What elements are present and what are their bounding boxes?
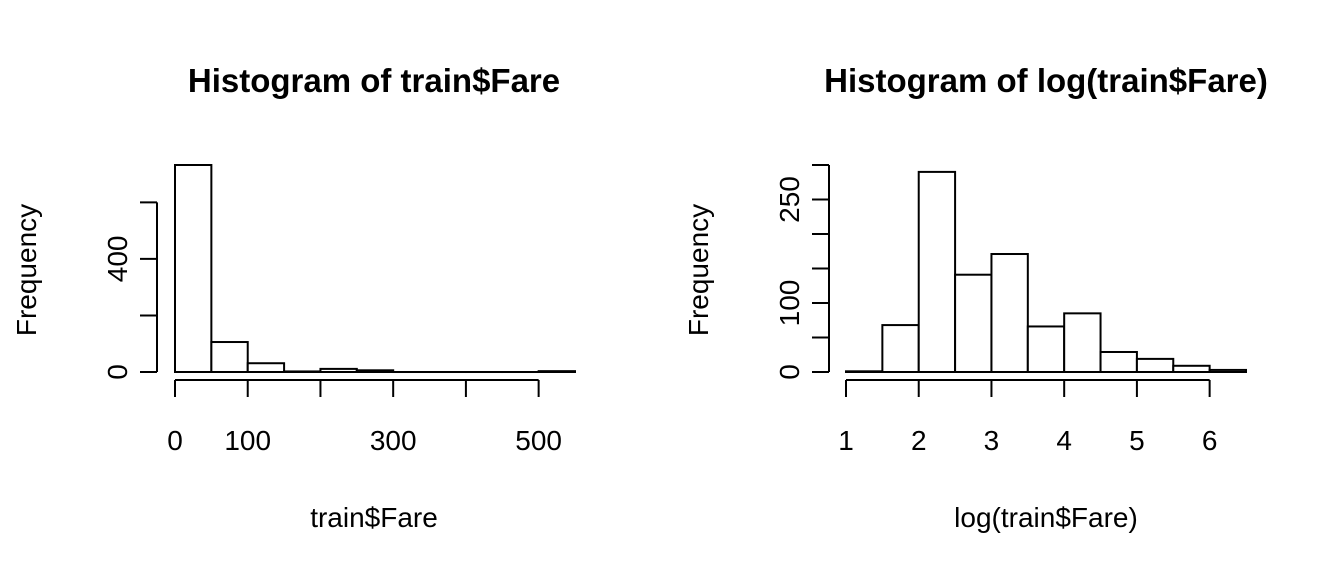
histogram-bar <box>319 367 358 373</box>
histogram-bar <box>355 369 395 374</box>
histogram-bar <box>210 341 249 374</box>
x-tick-label: 3 <box>984 425 1000 456</box>
x-tick-label: 500 <box>515 425 562 456</box>
histogram-bar <box>1135 357 1175 374</box>
histogram-bar <box>881 324 920 373</box>
x-axis-label: train$Fare <box>310 502 438 533</box>
x-tick-label: 100 <box>224 425 271 456</box>
histogram-bar <box>283 370 322 373</box>
x-axis: 0 100 300 500 <box>167 379 562 456</box>
histogram-bar <box>174 164 213 373</box>
histogram-bar <box>1099 350 1138 373</box>
x-tick-label: 2 <box>911 425 927 456</box>
bars <box>174 164 576 374</box>
histogram-bar <box>954 273 993 373</box>
histogram-bar <box>1172 364 1211 374</box>
x-axis: 1 2 3 4 5 6 <box>838 379 1218 456</box>
chart-title: Histogram of train$Fare <box>188 62 560 99</box>
x-tick-label: 6 <box>1202 425 1218 456</box>
bars <box>845 170 1247 374</box>
x-tick-label: 5 <box>1129 425 1145 456</box>
y-tick-label: 0 <box>102 364 133 380</box>
y-tick-label: 100 <box>774 280 805 327</box>
x-tick-label: 300 <box>370 425 417 456</box>
histogram-bar <box>845 370 884 373</box>
histogram-bar <box>1208 368 1247 373</box>
y-axis-label: Frequency <box>11 204 42 336</box>
chart-title: Histogram of log(train$Fare) <box>824 62 1268 99</box>
histogram-bar <box>1026 325 1066 373</box>
histogram-bar <box>1063 312 1102 374</box>
x-tick-label: 0 <box>167 425 183 456</box>
y-axis-label: Frequency <box>683 204 714 336</box>
y-tick-label: 400 <box>102 236 133 283</box>
histogram-bar <box>537 370 576 374</box>
y-axis: 0 400 <box>102 201 158 380</box>
histogram-bar <box>246 362 286 374</box>
y-axis: 0 100 250 <box>774 164 830 380</box>
histogram-bar <box>917 170 957 373</box>
x-axis-label: log(train$Fare) <box>954 502 1138 533</box>
x-tick-label: 4 <box>1056 425 1072 456</box>
log-fare-histogram-panel: Histogram of log(train$Fare) log(train$F… <box>683 62 1268 533</box>
y-tick-label: 0 <box>774 364 805 380</box>
histogram-bar <box>990 253 1029 373</box>
y-tick-label: 250 <box>774 176 805 223</box>
fare-histogram-panel: Histogram of train$Fare train$Fare Frequ… <box>11 62 576 533</box>
x-tick-label: 1 <box>838 425 854 456</box>
